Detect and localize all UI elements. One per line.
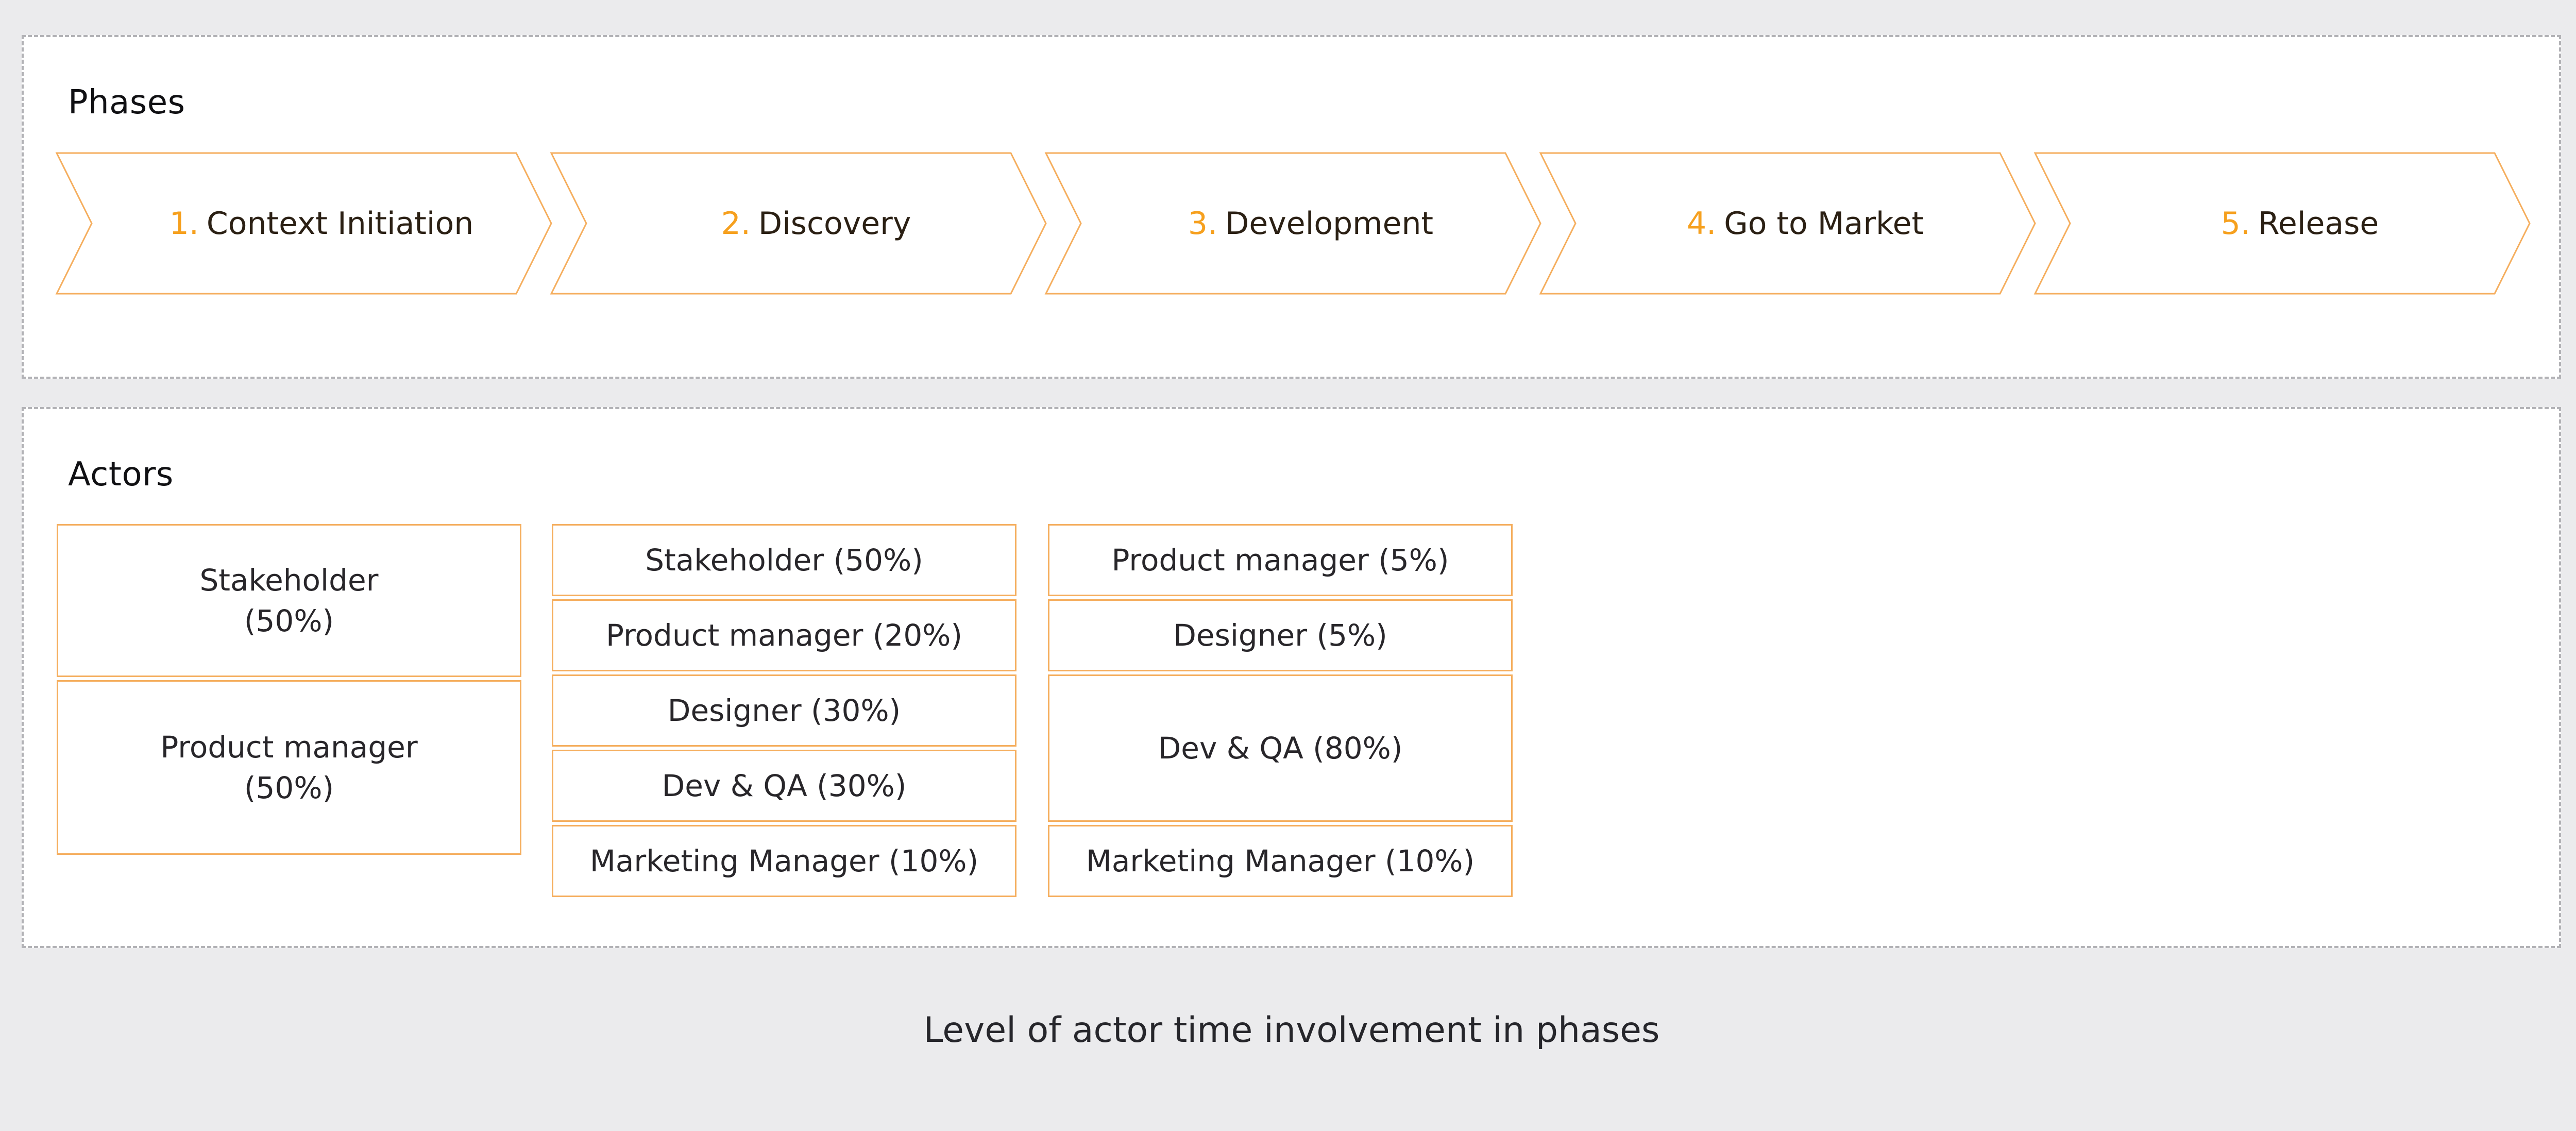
chevron-arrow-icon [2035,153,2530,294]
phases-panel-title: Phases [68,83,185,122]
phase-item-5: 5. Release [2035,153,2530,294]
actor-cell-text: Marketing Manager (10%) [589,843,979,879]
actor-column-3: Product manager (5%) Designer (5%) Dev & Q… [1048,524,1513,897]
phase-name: Go to Market [1724,205,1924,242]
phase-name: Discovery [758,205,911,242]
chevron-outline [57,153,551,294]
actor-cell: Designer (30%) [552,674,1016,747]
actor-cell-text: Designer (30%) [667,693,901,728]
phase-number: 3. [1188,205,1218,242]
phase-number: 2. [721,205,751,242]
actor-cell: Product manager (20%) [552,599,1016,671]
actor-cell: Product manager (5%) [1048,524,1513,596]
actor-cell-percent: (50%) [244,770,334,805]
phase-item-3: 3. Development [1046,153,1540,294]
chevron-arrow-icon [57,153,551,294]
actor-cell-text: Product manager (5%) [1111,542,1449,578]
chevron-outline [1540,153,2035,294]
actors-panel-title: Actors [68,455,174,494]
actor-cell-text: Product manager (20%) [606,617,962,653]
phase-item-2: 2. Discovery [551,153,1046,294]
actor-cell-text: Stakeholder [199,563,379,598]
phase-name: Context Initiation [206,205,474,242]
actor-cell: Dev & QA (30%) [552,750,1016,822]
actor-cell-text: Product manager [160,730,418,765]
actor-cell: Product manager (50%) [57,680,521,855]
actor-column-2: Stakeholder (50%) Product manager (20%) De… [552,524,1016,897]
phases-panel: Phases 1. Context Initiation 2. Discovery 3.… [22,35,2561,379]
phase-name: Development [1225,205,1434,242]
actor-cell: Dev & QA (80%) [1048,674,1513,822]
phase-label: 2. Discovery [551,153,1046,294]
phase-item-4: 4. Go to Market [1540,153,2035,294]
actors-panel: Actors Stakeholder (50%) Product manager (5… [22,407,2561,948]
phase-item-1: 1. Context Initiation [57,153,551,294]
diagram-caption: Level of actor time involvement in phase… [923,1010,1660,1051]
actor-cell-text: Designer (5%) [1173,617,1387,653]
actor-cell-text: Dev & QA (30%) [662,768,907,803]
chevron-arrow-icon [1046,153,1540,294]
actor-cell-text: Dev & QA (80%) [1158,730,1403,766]
phase-label: 1. Context Initiation [57,153,551,294]
phase-label: 5. Release [2035,153,2530,294]
chevron-arrow-icon [1540,153,2035,294]
actor-column-1: Stakeholder (50%) Product manager (50%) [57,524,521,855]
actor-cell: Marketing Manager (10%) [552,825,1016,897]
actor-cell: Designer (5%) [1048,599,1513,671]
phases-row: 1. Context Initiation 2. Discovery 3. Develop… [57,153,2530,294]
phase-number: 4. [1686,205,1717,242]
phase-number: 5. [2221,205,2250,242]
chevron-outline [551,153,1046,294]
actor-cell-text: Marketing Manager (10%) [1086,843,1475,879]
chevron-outline [2035,153,2530,294]
phase-label: 3. Development [1046,153,1540,294]
actor-cell-percent: (50%) [244,603,334,638]
phase-name: Release [2258,205,2379,242]
actor-cell: Stakeholder (50%) [552,524,1016,596]
actor-cell: Stakeholder (50%) [57,524,521,677]
actor-cell-text: Stakeholder (50%) [645,542,923,578]
phase-label: 4. Go to Market [1540,153,2035,294]
chevron-outline [1046,153,1540,294]
actor-cell: Marketing Manager (10%) [1048,825,1513,897]
phase-number: 1. [169,205,199,242]
chevron-arrow-icon [551,153,1046,294]
